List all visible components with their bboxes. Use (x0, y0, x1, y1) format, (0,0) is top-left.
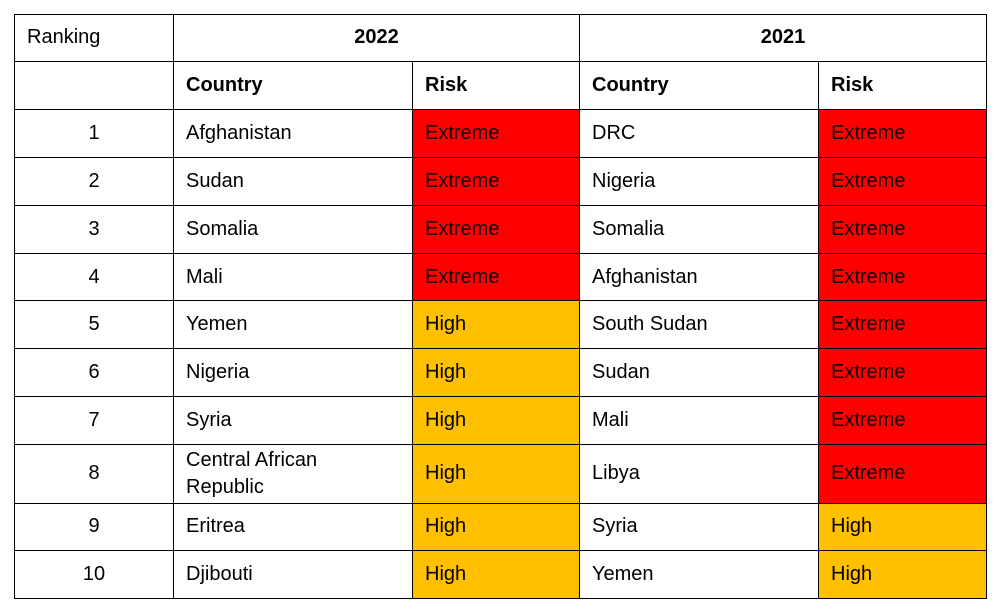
rank-cell: 6 (14, 348, 174, 397)
risk-2021-cell: Extreme (818, 443, 987, 504)
risk-2022-cell: Extreme (412, 109, 580, 159)
country-2022-cell: Somalia (173, 204, 413, 254)
country-2021-cell: Mali (579, 395, 819, 445)
risk-2021-cell: Extreme (818, 395, 987, 445)
rank-cell: 3 (14, 204, 174, 254)
country-2022-cell: Afghanistan (173, 109, 413, 159)
country-2022-header: Country (173, 60, 413, 111)
table-row: 3 Somalia Extreme Somalia Extreme (14, 204, 987, 254)
year-2021-header: 2021 (579, 14, 987, 62)
country-2021-cell: Afghanistan (579, 252, 819, 302)
rank-cell: 10 (14, 550, 174, 599)
country-2021-cell: Sudan (579, 348, 819, 397)
rank-cell: 1 (14, 109, 174, 159)
rank-cell: 4 (14, 252, 174, 302)
country-2021-cell: Somalia (579, 204, 819, 254)
risk-2021-cell: High (818, 550, 987, 599)
risk-2021-cell: Extreme (818, 252, 987, 302)
table-row: 8 Central African Republic High Libya Extrem… (14, 443, 987, 504)
country-2021-cell: Nigeria (579, 157, 819, 206)
risk-2022-cell: High (412, 395, 580, 445)
country-2022-cell: Yemen (173, 300, 413, 350)
table-row: 7 Syria High Mali Extreme (14, 395, 987, 445)
column-header-row: Country Risk Country Risk (14, 60, 987, 111)
risk-2021-cell: High (818, 502, 987, 552)
country-2021-cell: DRC (579, 109, 819, 159)
risk-2022-cell: High (412, 300, 580, 350)
country-2022-cell: Sudan (173, 157, 413, 206)
risk-2022-cell: High (412, 443, 580, 504)
risk-2021-header: Risk (818, 60, 987, 111)
rank-cell: 7 (14, 395, 174, 445)
empty-header-cell (14, 60, 174, 111)
risk-2021-cell: Extreme (818, 348, 987, 397)
country-2022-cell: Eritrea (173, 502, 413, 552)
country-2022-cell: Nigeria (173, 348, 413, 397)
table-row: 5 Yemen High South Sudan Extreme (14, 300, 987, 350)
table-row: 9 Eritrea High Syria High (14, 502, 987, 552)
ranking-header: Ranking (14, 14, 174, 62)
risk-2022-cell: Extreme (412, 157, 580, 206)
risk-2022-cell: High (412, 550, 580, 599)
rank-cell: 5 (14, 300, 174, 350)
risk-2022-cell: Extreme (412, 204, 580, 254)
country-2021-header: Country (579, 60, 819, 111)
country-2021-cell: Yemen (579, 550, 819, 599)
risk-2021-cell: Extreme (818, 300, 987, 350)
risk-2022-header: Risk (412, 60, 580, 111)
country-2022-cell: Djibouti (173, 550, 413, 599)
risk-2021-cell: Extreme (818, 157, 987, 206)
table-row: 4 Mali Extreme Afghanistan Extreme (14, 252, 987, 302)
country-2021-cell: Syria (579, 502, 819, 552)
risk-2022-cell: Extreme (412, 252, 580, 302)
rank-cell: 8 (14, 443, 174, 504)
rank-cell: 2 (14, 157, 174, 206)
table-row: 10 Djibouti High Yemen High (14, 550, 987, 599)
country-2022-cell: Mali (173, 252, 413, 302)
risk-2021-cell: Extreme (818, 109, 987, 159)
table-row: 1 Afghanistan Extreme DRC Extreme (14, 109, 987, 159)
country-2021-cell: South Sudan (579, 300, 819, 350)
table-body: Ranking 2022 2021 Country Risk Country R… (14, 14, 987, 599)
risk-2021-cell: Extreme (818, 204, 987, 254)
year-2022-header: 2022 (173, 14, 580, 62)
country-2021-cell: Libya (579, 443, 819, 504)
year-header-row: Ranking 2022 2021 (14, 14, 987, 62)
table-row: 2 Sudan Extreme Nigeria Extreme (14, 157, 987, 206)
rank-cell: 9 (14, 502, 174, 552)
country-2022-cell: Syria (173, 395, 413, 445)
country-2022-cell: Central African Republic (173, 443, 413, 504)
risk-2022-cell: High (412, 348, 580, 397)
table-row: 6 Nigeria High Sudan Extreme (14, 348, 987, 397)
risk-2022-cell: High (412, 502, 580, 552)
risk-ranking-table: Ranking 2022 2021 Country Risk Country R… (14, 14, 987, 599)
